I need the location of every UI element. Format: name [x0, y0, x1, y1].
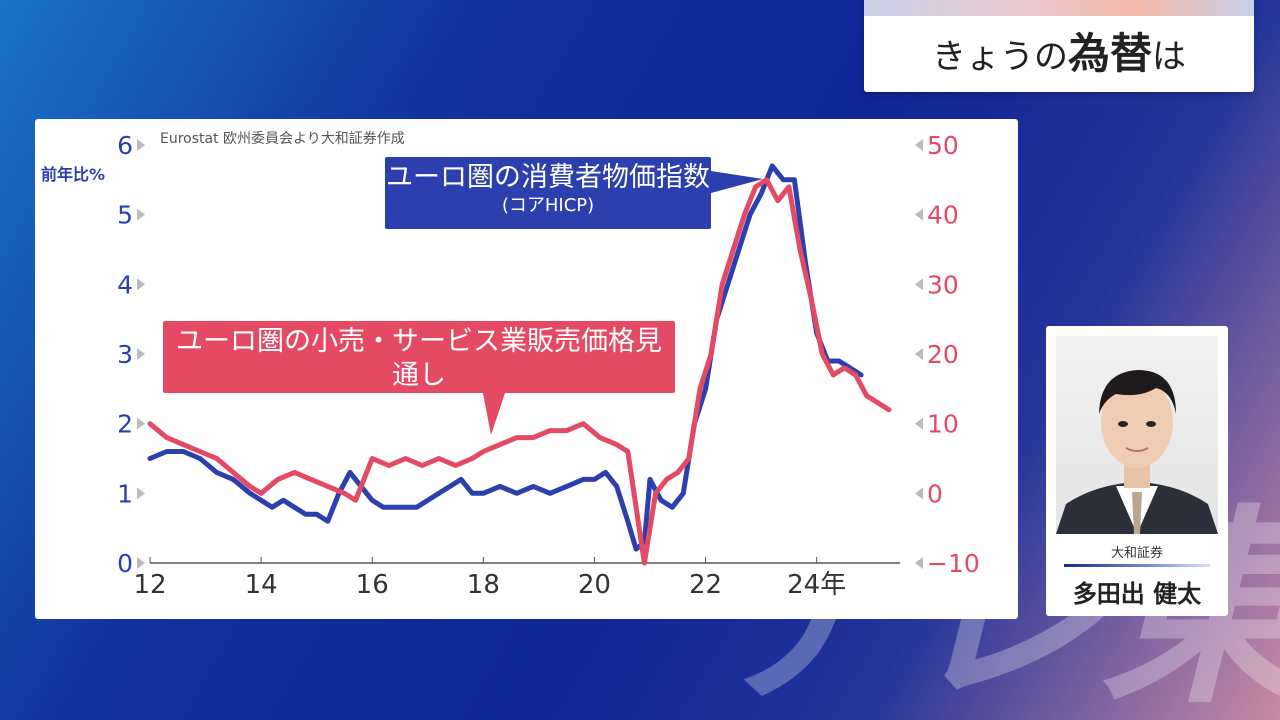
left-tick-arrow	[137, 208, 145, 221]
left-tick-arrow	[137, 139, 145, 151]
retail-series-subname: (9カ月先行)	[370, 393, 468, 414]
x-tick-label: 22	[689, 570, 722, 600]
left-tick-label: 4	[117, 270, 133, 299]
right-tick-arrow	[915, 557, 923, 569]
left-tick-arrow	[137, 557, 145, 569]
cpi-callout: ユーロ圏の消費者物価指数 (コアHICP)	[385, 157, 711, 229]
source-note: Eurostat 欧州委員会より大和証券作成	[160, 131, 405, 147]
title-part1: きょうの	[931, 37, 1068, 77]
commentator-card: 大和証券 多田出 健太	[1046, 326, 1228, 616]
left-axis-unit: 前年比%	[41, 165, 106, 184]
retail-callout: ユーロ圏の小売・サービス業販売価格見通し (9カ月先行)	[163, 321, 675, 414]
x-tick-label: 20	[578, 570, 611, 600]
left-tick-arrow	[137, 278, 145, 291]
company-underline	[1064, 564, 1210, 567]
cpi-callout-tail	[711, 171, 763, 193]
left-tick-label: 6	[117, 131, 133, 160]
chart-panel: 12 14 16 18 20 22 24年 0 1 2 3 4 5 6 −10 0 10 20 30 40 50 Eur…	[35, 119, 1018, 619]
right-tick-arrow	[915, 417, 923, 430]
program-title: きょうの為替は	[864, 26, 1254, 85]
cpi-series-name: ユーロ圏の消費者物価指数	[386, 162, 710, 193]
left-tick-label: 3	[117, 340, 133, 369]
commentator-company: 大和証券	[1110, 546, 1163, 561]
series-line-0	[147, 163, 864, 552]
cpi-series-subname: (コアHICP)	[501, 195, 595, 216]
program-title-box: きょうの為替は	[864, 0, 1254, 92]
left-tick-arrow	[137, 487, 145, 500]
retail-series-name: ユーロ圏の小売・サービス業販売価格見通し	[176, 326, 662, 391]
x-tick-label: 16	[356, 570, 389, 600]
right-tick-label: 50	[927, 131, 959, 160]
title-accent-strip	[864, 0, 1254, 16]
right-tick-arrow	[915, 348, 923, 360]
left-tick-label: 5	[117, 201, 133, 230]
title-part3: は	[1152, 37, 1186, 77]
retail-callout-tail	[483, 393, 505, 435]
right-tick-label: 40	[927, 201, 959, 230]
x-tick-label: 24年	[787, 570, 846, 600]
left-tick-label: 2	[117, 410, 133, 439]
commentator-name: 多田出 健太	[1072, 580, 1202, 608]
right-tick-arrow	[915, 208, 923, 221]
right-tick-label: −10	[927, 549, 980, 578]
right-tick-label: 20	[927, 340, 959, 369]
commentator-photo	[1056, 336, 1218, 534]
right-tick-label: 0	[927, 479, 943, 508]
title-part2: 為替	[1067, 29, 1152, 78]
series-line-1	[147, 177, 892, 566]
left-tick-arrow	[137, 348, 145, 360]
x-tick-label: 12	[133, 570, 166, 600]
x-tick-label: 14	[245, 570, 278, 600]
right-tick-arrow	[915, 139, 923, 151]
left-tick-label: 1	[117, 479, 133, 508]
right-tick-arrow	[915, 278, 923, 291]
left-tick-label: 0	[117, 549, 133, 578]
right-tick-arrow	[915, 487, 923, 500]
left-tick-arrow	[137, 417, 145, 430]
x-tick-label: 18	[467, 570, 500, 600]
right-tick-label: 10	[927, 410, 959, 439]
right-tick-label: 30	[927, 270, 959, 299]
